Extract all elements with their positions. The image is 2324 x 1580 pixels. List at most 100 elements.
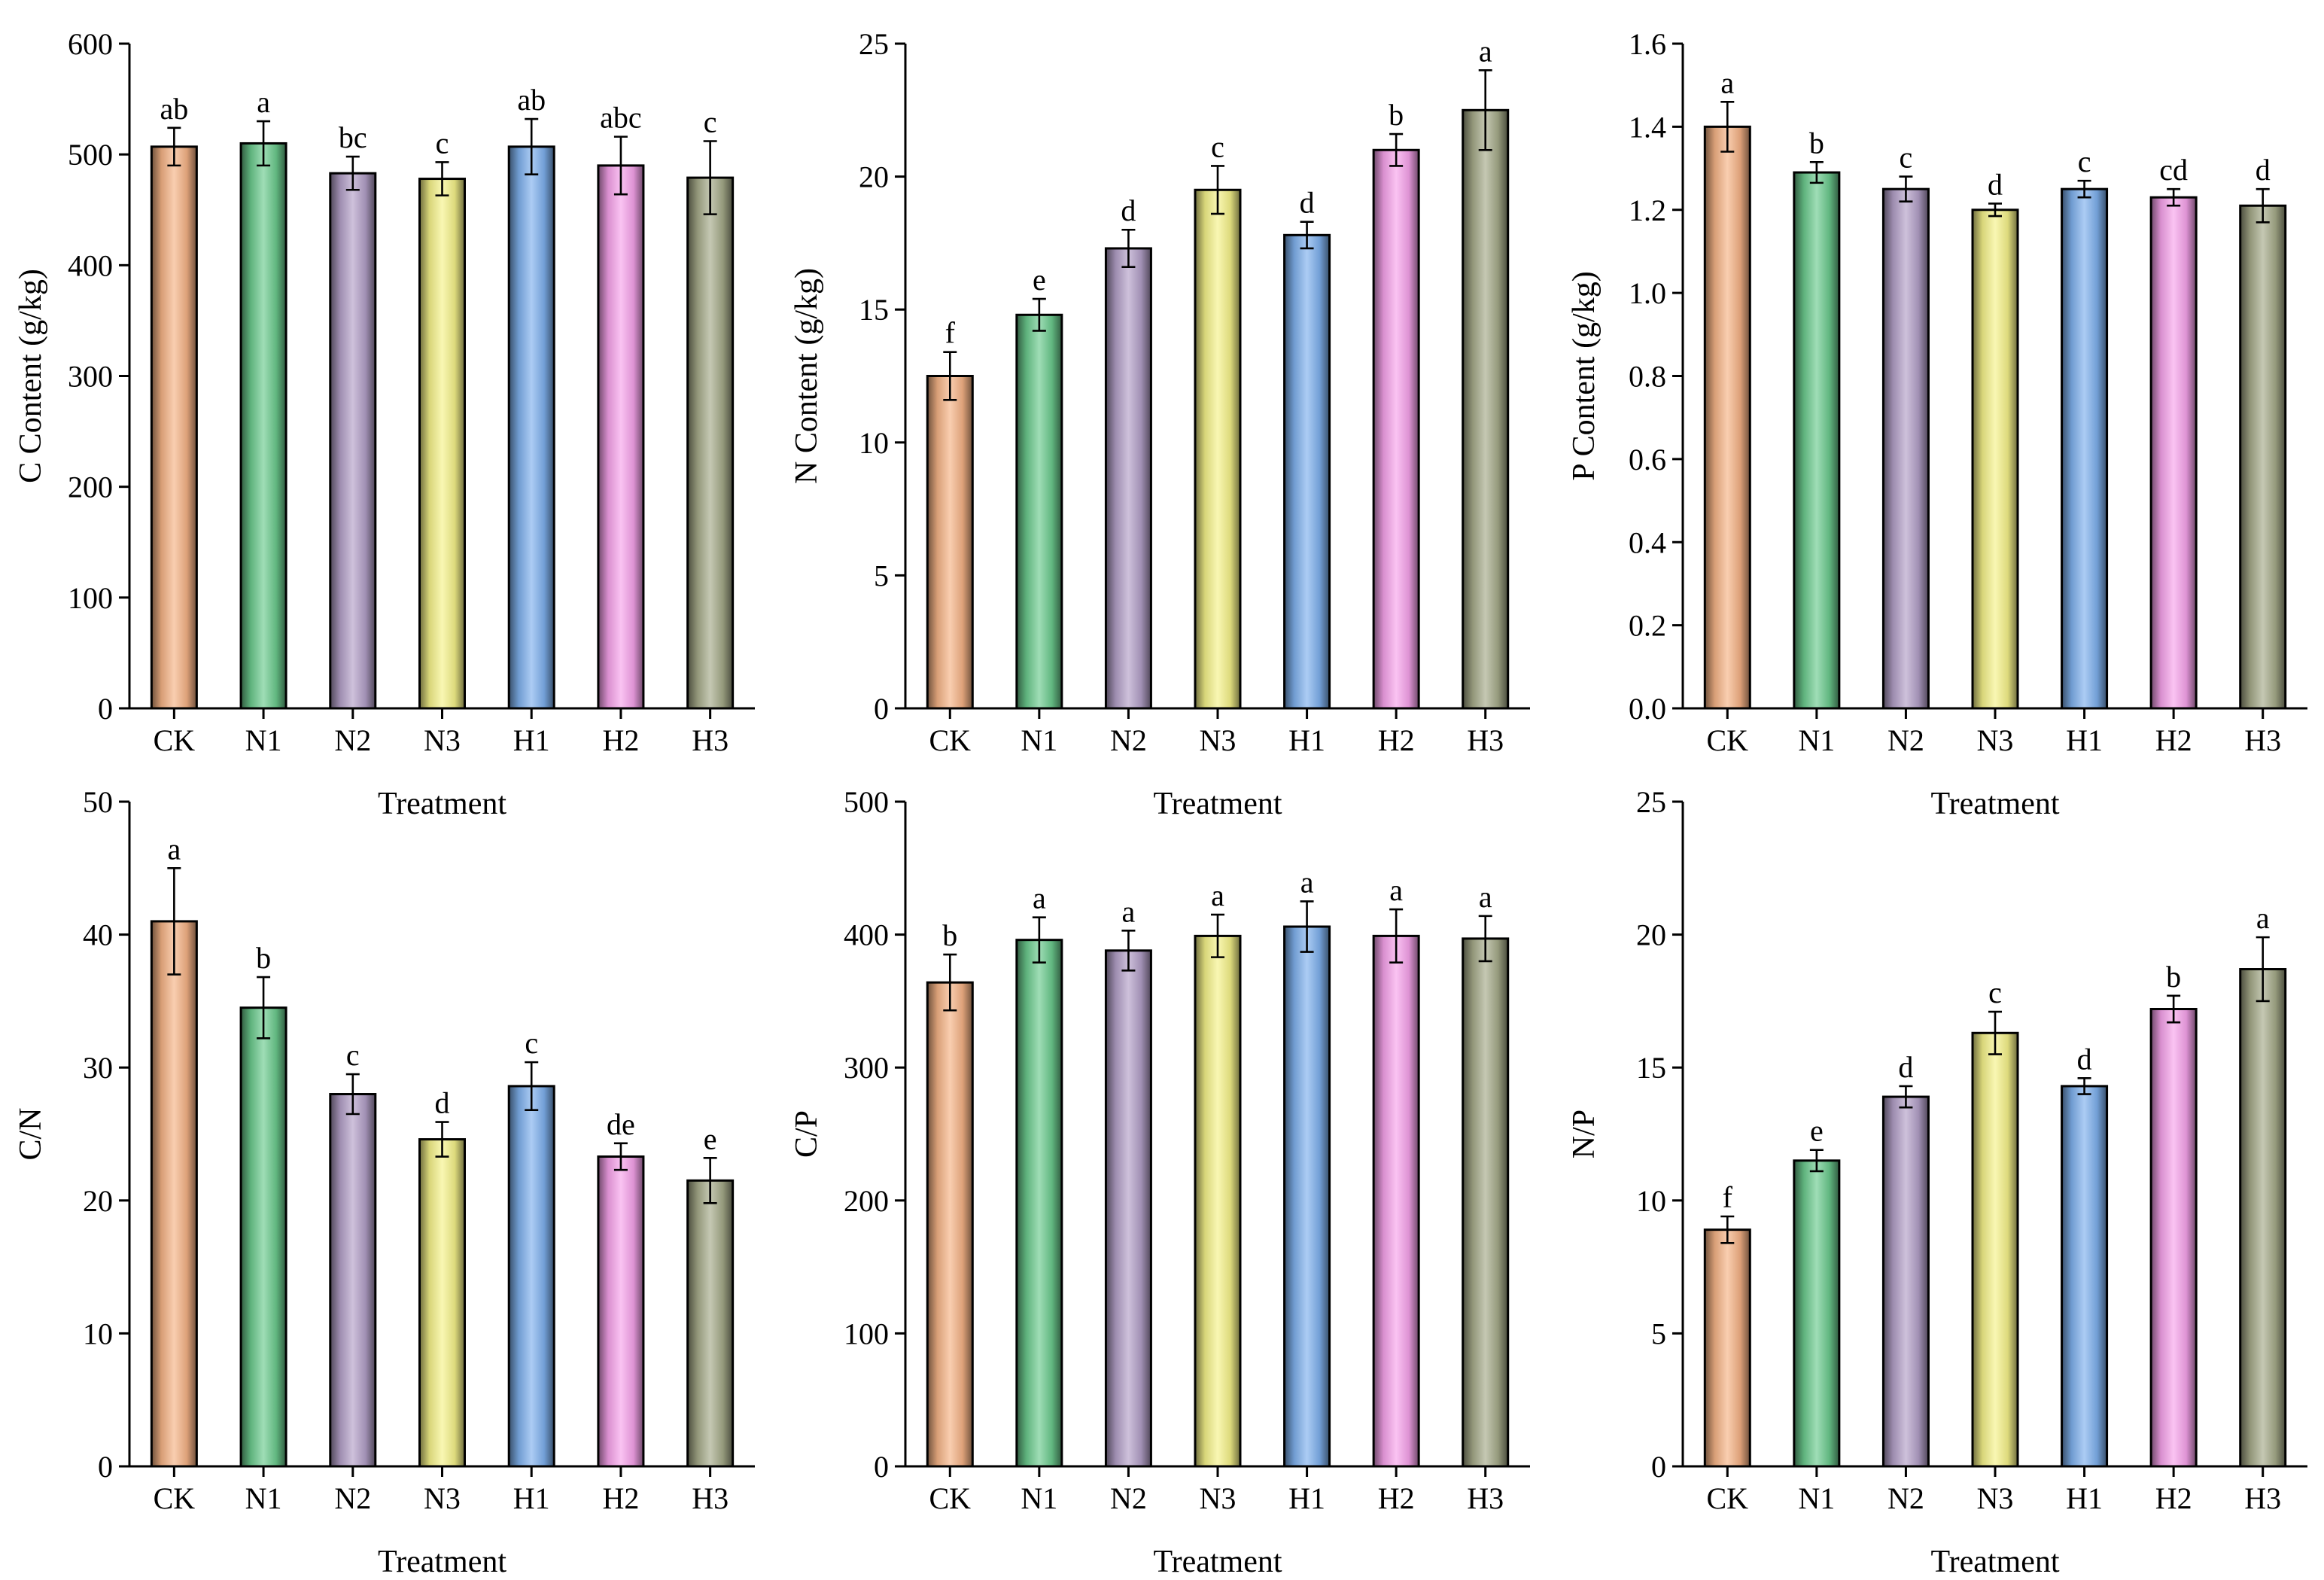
significance-letter: a (1211, 878, 1224, 912)
significance-letter: d (1988, 167, 2003, 201)
y-tick-label: 25 (1636, 785, 1666, 819)
bar-n2 (1881, 1095, 1930, 1468)
y-tick-label: 200 (68, 470, 113, 504)
x-tick-label: H2 (602, 723, 639, 757)
significance-letter: b (1389, 98, 1404, 132)
significance-letter: a (167, 832, 181, 866)
y-tick-label: 0.2 (1629, 609, 1666, 643)
significance-letter: d (1121, 193, 1136, 227)
y-axis-title: N Content (g/kg) (789, 268, 824, 484)
y-tick-label: 500 (68, 138, 113, 172)
x-tick-label: N1 (245, 723, 282, 757)
x-tick-label: H3 (1467, 1481, 1504, 1515)
bar-ck (1703, 125, 1751, 710)
error-bar-ck (167, 126, 181, 167)
chart-p: 0.0 0.2 0.4 0.6 0.8 1.0 1.2 1.4 1.6 a CK b N1 c N2 d N3 c… (1567, 27, 2307, 821)
x-tick-label: N2 (1110, 723, 1147, 757)
significance-letter: bc (339, 120, 367, 154)
y-tick-label: 0 (98, 692, 113, 726)
error-bar-h3 (1478, 915, 1492, 963)
y-tick-label: 25 (859, 27, 889, 61)
error-bar-n2 (1121, 930, 1136, 972)
error-bar-ck (943, 351, 957, 401)
y-tick-label: 40 (83, 918, 113, 952)
bar-h3 (2239, 968, 2287, 1468)
significance-letter: a (1122, 894, 1136, 928)
bar-h2 (1372, 934, 1420, 1468)
error-bar-ck (1720, 1215, 1735, 1244)
bar-n2 (329, 172, 377, 710)
bar-n1 (1793, 1159, 1841, 1468)
bar-n3 (418, 1138, 466, 1468)
significance-letter: c (704, 105, 717, 139)
bar-n1 (1793, 171, 1841, 710)
significance-letter: abc (600, 101, 642, 135)
x-tick-label: N2 (1887, 1481, 1924, 1515)
significance-letter: de (607, 1107, 635, 1141)
y-tick-label: 20 (859, 160, 889, 194)
significance-letter: d (1300, 186, 1315, 220)
x-axis-title: Treatment (1930, 1545, 2059, 1579)
error-bar-h1 (1300, 221, 1314, 250)
error-bar-n2 (1899, 1085, 1913, 1109)
x-tick-label: H3 (692, 1481, 729, 1515)
significance-letter: c (1988, 976, 2002, 1009)
bar-n3 (1971, 209, 2019, 710)
x-tick-label: N3 (1200, 723, 1237, 757)
error-bar-h2 (2167, 994, 2181, 1024)
significance-letter: c (1211, 129, 1224, 163)
chart-c: 0 100 200 300 400 500 600 ab CK a N1 bc N2 c N3 ab H1 abc… (14, 27, 755, 821)
bar-h2 (597, 164, 645, 710)
significance-letter: d (2256, 153, 2271, 187)
y-axis-title: N/P (1567, 1110, 1602, 1158)
x-tick-label: CK (1706, 1481, 1748, 1515)
significance-letter: a (2256, 901, 2270, 935)
bar-n3 (1194, 934, 1242, 1468)
bar-h1 (2061, 1085, 2109, 1468)
error-bar-h3 (2256, 936, 2270, 1003)
bar-h3 (2239, 204, 2287, 710)
y-tick-label: 0 (874, 1450, 889, 1484)
error-bar-ck (1720, 100, 1735, 153)
x-tick-label: N1 (1798, 1481, 1835, 1515)
significance-letter: a (257, 85, 270, 119)
y-tick-label: 300 (68, 360, 113, 394)
bar-h1 (1283, 233, 1331, 710)
error-bar-n3 (1988, 1010, 2002, 1055)
x-tick-label: H1 (513, 1481, 550, 1515)
significance-letter: c (525, 1026, 538, 1060)
bar-h2 (1372, 148, 1420, 710)
x-tick-label: N2 (334, 723, 371, 757)
y-tick-label: 600 (68, 27, 113, 61)
bar-h2 (597, 1155, 645, 1468)
y-tick-label: 15 (1636, 1051, 1666, 1085)
x-tick-label: N1 (1021, 723, 1057, 757)
significance-letter: cd (2159, 153, 2188, 187)
y-tick-label: 0 (1651, 1450, 1666, 1484)
x-tick-label: H1 (2066, 723, 2103, 757)
y-axis-title: C/P (789, 1110, 824, 1158)
significance-letter: ab (517, 83, 546, 117)
y-tick-label: 0.0 (1629, 692, 1666, 726)
error-bar-n2 (1121, 228, 1136, 268)
x-tick-label: N1 (245, 1481, 282, 1515)
error-bar-n3 (1988, 202, 2002, 218)
error-bar-h3 (2256, 187, 2270, 224)
error-bar-h2 (2167, 187, 2181, 207)
bar-h3 (686, 1179, 735, 1468)
x-tick-label: N2 (1110, 1481, 1147, 1515)
significance-letter: a (1479, 34, 1492, 68)
x-tick-label: H2 (1378, 723, 1415, 757)
y-tick-label: 30 (83, 1051, 113, 1085)
bar-n2 (1104, 949, 1152, 1468)
y-axis-title: C/N (14, 1107, 48, 1160)
error-bar-n1 (257, 976, 271, 1040)
y-axis-title: C Content (g/kg) (14, 269, 48, 483)
bar-ck (1703, 1228, 1751, 1468)
bar-n2 (329, 1093, 377, 1468)
bar-ck (150, 920, 198, 1468)
significance-letter: f (945, 316, 956, 350)
bar-n1 (1015, 313, 1063, 710)
bar-n1 (1015, 939, 1063, 1468)
y-tick-label: 5 (874, 559, 889, 592)
